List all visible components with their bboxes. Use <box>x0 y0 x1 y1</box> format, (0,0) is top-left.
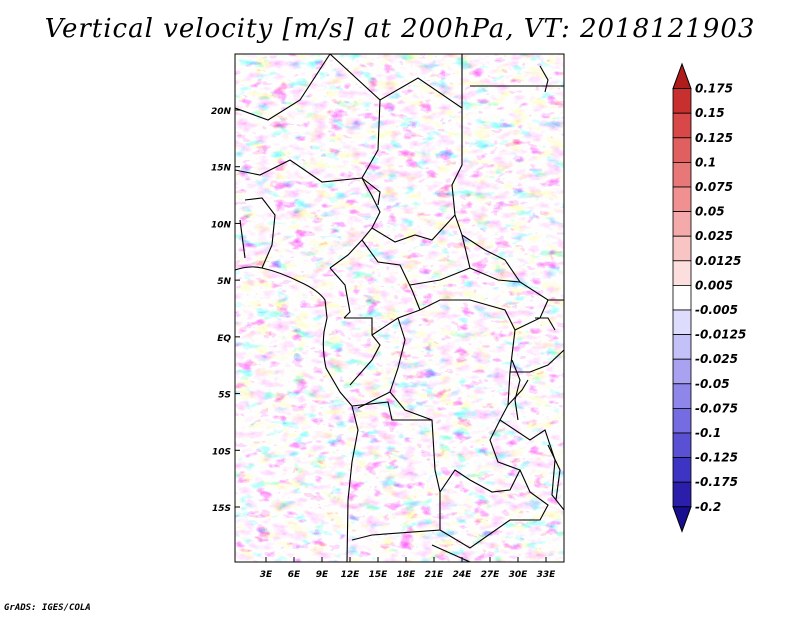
colorbar-bin <box>672 235 692 262</box>
colorbar-label: -0.125 <box>695 451 738 465</box>
colorbar-bin <box>672 432 692 459</box>
lon-tick-label: 3E <box>260 570 273 580</box>
lat-tick-label: 10S <box>212 447 231 457</box>
lat-tick-label: 5N <box>217 277 231 287</box>
colorbar-bin <box>672 481 692 508</box>
colorbar-label: 0.15 <box>695 106 725 120</box>
lon-tick-label: 18E <box>397 570 417 580</box>
colorbar-bin <box>672 186 692 213</box>
colorbar-label: 0.025 <box>695 229 733 243</box>
colorbar-bottom-arrow <box>672 506 692 533</box>
colorbar-bin <box>672 457 692 483</box>
colorbar-label: 0.005 <box>695 278 733 292</box>
colorbar-bin <box>672 260 692 286</box>
colorbar-bin <box>672 358 692 385</box>
colorbar-label: -0.075 <box>695 401 738 415</box>
colorbar-bin <box>672 309 692 336</box>
lat-tick-label: EQ <box>217 334 231 344</box>
colorbar-label: -0.025 <box>695 352 738 366</box>
colorbar-label: 0.075 <box>695 180 733 194</box>
colorbar-label: -0.1 <box>695 426 721 440</box>
lon-tick-label: 27E <box>481 570 501 580</box>
lon-tick-label: 15E <box>369 570 389 580</box>
grads-credit: GrADS: IGES/COLA <box>4 603 91 613</box>
colorbar-label: 0.175 <box>695 82 733 96</box>
colorbar-bin <box>672 211 692 237</box>
colorbar-bin <box>672 284 692 311</box>
colorbar-bin <box>672 161 692 188</box>
longitude-axis: 3E 6E 9E 12E 15E 18E 21E 24E 27E 30E 33E <box>260 557 556 580</box>
colorbar-label: 0.1 <box>695 155 716 169</box>
lon-tick-label: 30E <box>509 570 529 580</box>
colorbar-top-arrow <box>672 62 692 90</box>
colorbar-label: -0.175 <box>695 475 738 489</box>
lon-tick-label: 6E <box>288 570 301 580</box>
lon-tick-label: 33E <box>537 570 557 580</box>
colorbar-bin <box>672 334 692 360</box>
map-frame <box>234 53 565 563</box>
colorbar-label: 0.125 <box>695 131 733 145</box>
lon-tick-label: 9E <box>316 570 329 580</box>
colorbar-label: -0.2 <box>695 500 721 514</box>
colorbar-bin <box>672 112 692 139</box>
colorbar-label: -0.05 <box>695 377 730 391</box>
colorbar-bin <box>672 137 692 163</box>
colorbar-label: -0.0125 <box>695 328 746 342</box>
velocity-field <box>235 54 564 562</box>
lat-tick-label: 10N <box>211 220 232 230</box>
lon-tick-label: 24E <box>453 570 473 580</box>
colorbar-bin <box>672 407 692 434</box>
colorbar-label: -0.005 <box>695 303 738 317</box>
country-borders <box>235 54 564 562</box>
map-title: Vertical velocity [m/s] at 200hPa, VT: 2… <box>44 14 756 44</box>
colorbar-label: 0.05 <box>695 205 725 219</box>
lon-tick-label: 12E <box>341 570 361 580</box>
colorbar-bin <box>672 383 692 409</box>
lat-tick-label: 15N <box>211 164 232 174</box>
colorbar: 0.175 0.15 0.125 0.1 0.075 0.05 0.025 0.0125 0.0… <box>672 62 746 533</box>
colorbar-label: 0.0125 <box>695 254 741 268</box>
lon-tick-label: 21E <box>425 570 445 580</box>
latitude-axis: 20N 15N 10N 5N EQ 5S 10S 15S <box>211 107 240 514</box>
lat-tick-label: 5S <box>218 391 231 401</box>
colorbar-bin <box>672 88 692 114</box>
lat-tick-label: 15S <box>212 504 231 514</box>
lat-tick-label: 20N <box>211 107 232 117</box>
